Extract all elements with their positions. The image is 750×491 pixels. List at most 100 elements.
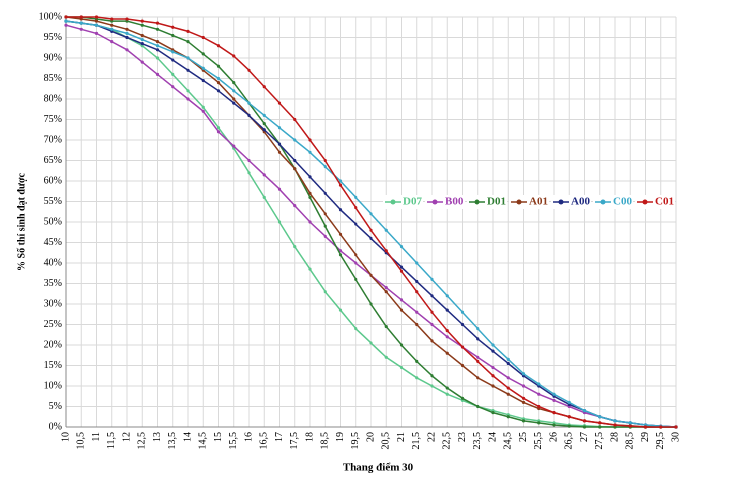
- point-marker: [552, 411, 556, 415]
- point-marker: [216, 44, 221, 48]
- point-marker: [308, 191, 312, 195]
- point-marker: [247, 113, 251, 117]
- point-marker: [125, 31, 129, 35]
- y-tick-label: 45%: [44, 237, 62, 248]
- point-marker: [186, 89, 190, 93]
- point-marker: [323, 234, 327, 238]
- legend-label: C01: [655, 196, 674, 208]
- point-marker: [491, 349, 495, 353]
- legend-bg: [635, 195, 675, 209]
- y-tick-label: 55%: [44, 196, 62, 207]
- point-marker: [628, 424, 632, 428]
- point-marker: [140, 33, 144, 38]
- y-tick-label: 75%: [44, 114, 62, 125]
- point-marker: [643, 425, 648, 429]
- point-marker: [369, 228, 373, 232]
- point-marker: [476, 327, 480, 331]
- legend-marker: [516, 199, 522, 205]
- x-tick-label: 12,5: [137, 432, 148, 450]
- x-tick-label: 17: [274, 432, 285, 442]
- y-tick-label: 85%: [44, 73, 62, 84]
- point-marker: [460, 310, 465, 314]
- point-marker: [277, 126, 282, 130]
- legend-label: D01: [487, 196, 506, 208]
- point-marker: [216, 76, 221, 81]
- x-tick-label: 13: [152, 432, 163, 442]
- point-marker: [171, 33, 175, 38]
- point-marker: [171, 58, 175, 62]
- point-marker: [384, 355, 388, 359]
- x-tick-label: 27,5: [594, 432, 605, 450]
- point-marker: [308, 195, 312, 199]
- point-marker: [399, 265, 404, 269]
- point-marker: [369, 236, 373, 240]
- point-marker: [201, 52, 205, 56]
- point-marker: [323, 212, 327, 216]
- x-tick-label: 11: [91, 432, 102, 442]
- point-marker: [674, 425, 678, 429]
- point-marker: [110, 27, 114, 31]
- point-marker: [613, 419, 617, 423]
- point-marker: [277, 150, 282, 154]
- point-marker: [293, 138, 297, 142]
- x-tick-label: 14: [182, 432, 193, 442]
- legend-label: D07: [403, 196, 422, 208]
- point-marker: [598, 421, 602, 425]
- point-marker: [125, 17, 129, 21]
- y-tick-label: 35%: [44, 278, 62, 289]
- point-marker: [598, 425, 602, 429]
- legend-marker: [390, 199, 396, 205]
- point-marker: [277, 220, 282, 224]
- x-tick-label: 30: [670, 432, 681, 442]
- x-tick-label: 10: [60, 432, 71, 442]
- point-marker: [476, 376, 480, 380]
- x-tick-label: 22: [426, 432, 437, 442]
- legend-label: B00: [445, 196, 464, 208]
- point-marker: [430, 339, 434, 343]
- point-marker: [155, 40, 160, 44]
- point-marker: [354, 222, 358, 226]
- y-tick-label: 10%: [44, 380, 62, 391]
- point-marker: [567, 415, 571, 419]
- legend-marker: [432, 199, 438, 205]
- x-tick-label: 17,5: [289, 432, 300, 450]
- point-marker: [293, 158, 297, 163]
- point-marker: [64, 19, 68, 23]
- x-tick-label: 21,5: [411, 432, 422, 450]
- y-tick-label: 65%: [44, 155, 62, 166]
- point-marker: [354, 206, 358, 210]
- point-marker: [338, 208, 343, 212]
- point-marker: [491, 411, 495, 415]
- point-marker: [338, 232, 343, 236]
- point-marker: [216, 126, 221, 130]
- point-marker: [247, 101, 251, 105]
- point-marker: [64, 15, 68, 19]
- point-marker: [354, 261, 358, 265]
- x-tick-label: 27: [579, 432, 590, 442]
- y-tick-label: 80%: [44, 93, 62, 104]
- point-marker: [430, 374, 434, 378]
- point-marker: [323, 191, 327, 195]
- point-marker: [262, 113, 266, 117]
- point-marker: [537, 392, 541, 396]
- point-marker: [582, 419, 587, 423]
- point-marker: [369, 273, 373, 277]
- point-marker: [140, 23, 144, 27]
- point-marker: [277, 101, 282, 105]
- point-marker: [506, 361, 510, 366]
- y-tick-label: 25%: [44, 319, 62, 330]
- x-tick-label: 28: [609, 432, 620, 442]
- point-marker: [186, 97, 190, 101]
- legend-marker: [558, 199, 564, 205]
- legend-marker: [642, 199, 648, 205]
- point-marker: [430, 310, 434, 314]
- point-marker: [262, 85, 266, 89]
- point-marker: [491, 343, 495, 347]
- point-marker: [247, 171, 251, 175]
- point-marker: [277, 142, 282, 146]
- point-marker: [430, 294, 434, 298]
- point-marker: [338, 183, 343, 187]
- x-tick-label: 13,5: [167, 432, 178, 450]
- point-marker: [399, 269, 404, 273]
- legend-bg: [425, 195, 465, 209]
